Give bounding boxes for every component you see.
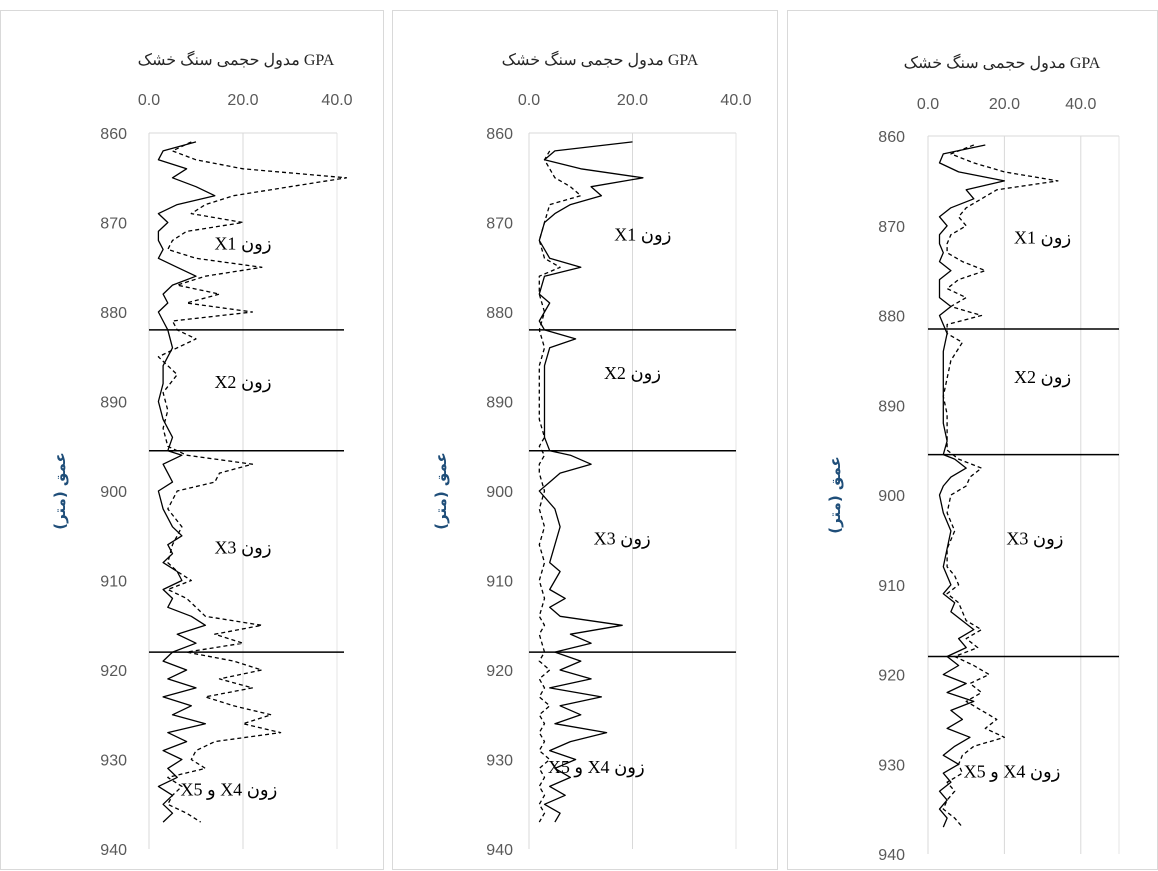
y-axis-label: عمق (متر) <box>432 452 450 530</box>
series-line-dashed <box>942 144 1059 828</box>
y-tick-label: 940 <box>100 842 127 859</box>
x-tick-label: 0.0 <box>138 92 160 109</box>
y-tick-label: 860 <box>100 126 127 143</box>
x-tick-label: 20.0 <box>989 96 1020 113</box>
zone-label: زون X3 <box>594 529 651 550</box>
zone-label: زون X4 و X5 <box>964 762 1061 783</box>
y-tick-label: 900 <box>486 484 513 501</box>
series-line-solid <box>938 144 1006 828</box>
y-tick-label: 920 <box>878 668 905 685</box>
zone-label: زون X4 و X5 <box>548 757 645 778</box>
x-tick-label: 40.0 <box>321 92 352 109</box>
y-axis-label: عمق (متر) <box>826 456 844 534</box>
y-tick-label: 900 <box>878 488 905 505</box>
chart-svg-2: مدول حجمی سنگ خشک GPA 0.0 20.0 40.0 860 870 88… <box>432 50 752 859</box>
y-tick-label: 910 <box>100 574 127 591</box>
chart-svg-3: مدول حجمی سنگ خشک GPA 0.0 20.0 40.0 860 870 88… <box>826 53 1120 864</box>
chart-svg-1: مدول حجمی سنگ خشک GPA 0.0 20.0 40.0 860 870 88… <box>51 50 353 859</box>
y-tick-label: 880 <box>486 305 513 322</box>
y-tick-label: 860 <box>486 126 513 143</box>
y-tick-label: 920 <box>100 663 127 680</box>
y-tick-label: 940 <box>878 847 905 864</box>
y-tick-label: 890 <box>486 395 513 412</box>
x-tick-label: 0.0 <box>518 92 540 109</box>
y-axis-label: عمق (متر) <box>51 452 69 530</box>
y-tick-label: 870 <box>486 216 513 233</box>
chart-panel-3: مدول حجمی سنگ خشک GPA 0.0 20.0 40.0 860 870 88… <box>787 10 1158 870</box>
y-tick-label: 880 <box>878 309 905 326</box>
x-tick-label: 20.0 <box>617 92 648 109</box>
zone-label: زون X1 <box>614 224 671 245</box>
y-tick-label: 910 <box>878 578 905 595</box>
series-line-solid <box>157 141 216 823</box>
zone-label: زون X1 <box>214 233 271 254</box>
x-tick-label: 20.0 <box>227 92 258 109</box>
chart-title: مدول حجمی سنگ خشک GPA <box>904 53 1101 72</box>
y-tick-label: 930 <box>486 753 513 770</box>
y-tick-label: 940 <box>486 842 513 859</box>
y-tick-label: 930 <box>878 757 905 774</box>
series-line-solid <box>538 141 644 823</box>
zone-label: زون X4 و X5 <box>180 779 277 800</box>
y-tick-label: 930 <box>100 753 127 770</box>
y-tick-label: 900 <box>100 484 127 501</box>
zone-label: زون X2 <box>1014 367 1071 388</box>
zone-label: زون X2 <box>604 363 661 384</box>
x-tick-label: 0.0 <box>917 96 939 113</box>
series-line-dashed <box>538 150 582 823</box>
y-tick-label: 910 <box>486 574 513 591</box>
y-tick-label: 890 <box>878 398 905 415</box>
x-tick-label: 40.0 <box>1065 96 1096 113</box>
series-line-dashed <box>157 141 348 823</box>
zone-label: زون X3 <box>1006 528 1063 549</box>
chart-panel-1: مدول حجمی سنگ خشک GPA 0.0 20.0 40.0 860 870 88… <box>0 10 384 870</box>
x-tick-label: 40.0 <box>720 92 751 109</box>
zone-label: زون X3 <box>214 538 271 559</box>
y-tick-label: 920 <box>486 663 513 680</box>
y-tick-label: 890 <box>100 395 127 412</box>
y-tick-label: 870 <box>100 216 127 233</box>
chart-title: مدول حجمی سنگ خشک GPA <box>138 50 335 69</box>
chart-title: مدول حجمی سنگ خشک GPA <box>502 50 699 69</box>
y-tick-label: 880 <box>100 305 127 322</box>
zone-label: زون X1 <box>1014 228 1071 249</box>
y-tick-label: 870 <box>878 219 905 236</box>
y-tick-label: 860 <box>878 129 905 146</box>
zone-label: زون X2 <box>214 372 271 393</box>
chart-panel-2: مدول حجمی سنگ خشک GPA 0.0 20.0 40.0 860 870 88… <box>392 10 778 870</box>
